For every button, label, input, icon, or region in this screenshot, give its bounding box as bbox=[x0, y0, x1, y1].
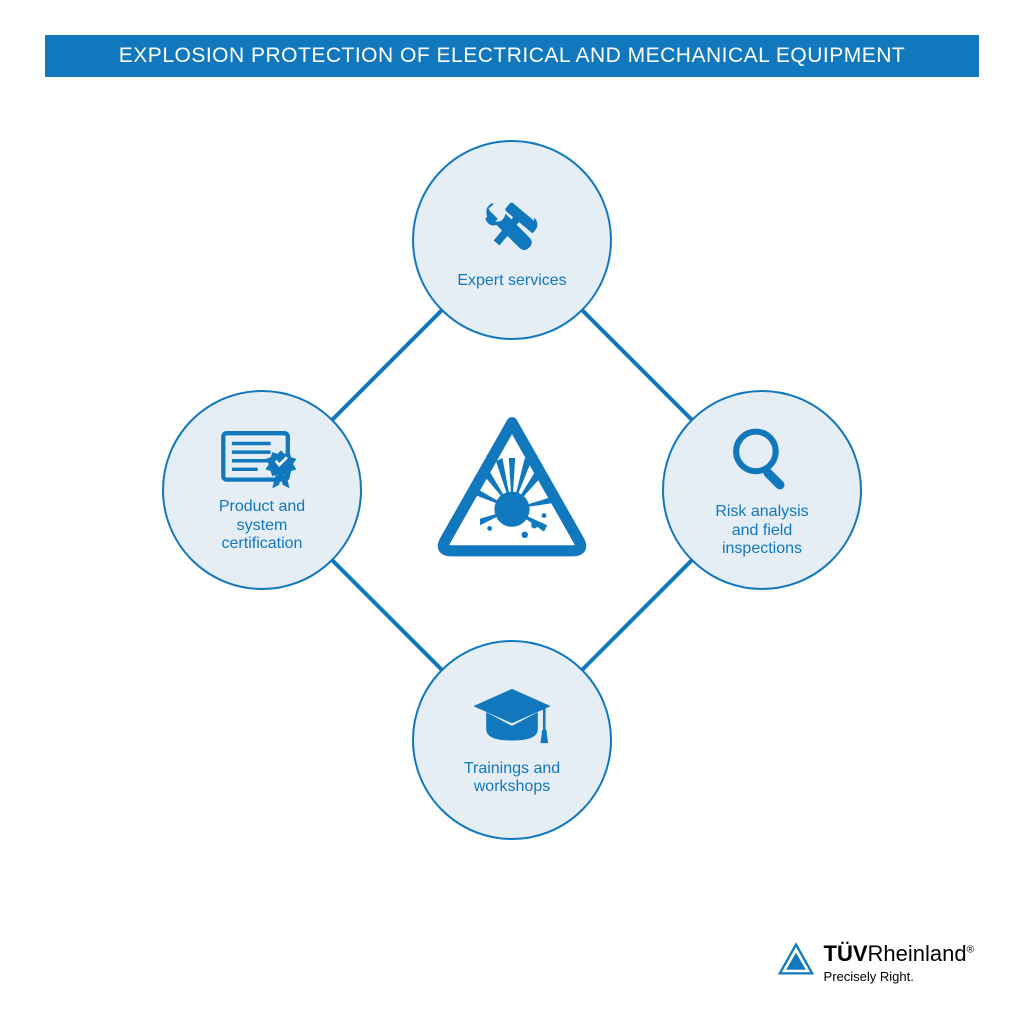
label-expert-services: Expert services bbox=[457, 272, 566, 290]
title-bar: EXPLOSION PROTECTION OF ELECTRICAL AND M… bbox=[45, 35, 979, 77]
brand-rest: Rheinland bbox=[868, 941, 967, 966]
node-expert-services: Expert services bbox=[412, 140, 612, 340]
footer-logo: TÜVRheinland® Precisely Right. bbox=[778, 941, 974, 984]
label-risk-analysis: Risk analysisand fieldinspections bbox=[715, 503, 808, 558]
explosion-warning-icon bbox=[432, 410, 592, 570]
node-trainings: Trainings andworkshops bbox=[412, 640, 612, 840]
title-text: EXPLOSION PROTECTION OF ELECTRICAL AND M… bbox=[119, 44, 905, 68]
label-certification: Product andsystemcertification bbox=[219, 498, 305, 553]
brand-tagline: Precisely Right. bbox=[824, 969, 974, 984]
registered-mark: ® bbox=[967, 945, 974, 956]
label-trainings: Trainings andworkshops bbox=[464, 760, 560, 797]
tuv-triangle-icon bbox=[778, 941, 814, 977]
brand-name: TÜVRheinland® bbox=[824, 941, 974, 967]
center-explosion-icon bbox=[432, 410, 592, 570]
magnifier-icon bbox=[724, 421, 800, 497]
tools-icon bbox=[474, 190, 550, 266]
diagram-container: Expert services Risk analysisand fieldin… bbox=[0, 110, 1024, 880]
node-risk-analysis: Risk analysisand fieldinspections bbox=[662, 390, 862, 590]
node-certification: Product andsystemcertification bbox=[162, 390, 362, 590]
brand-bold: TÜV bbox=[824, 941, 868, 966]
graduation-icon bbox=[469, 684, 555, 754]
certificate-icon bbox=[219, 426, 305, 492]
